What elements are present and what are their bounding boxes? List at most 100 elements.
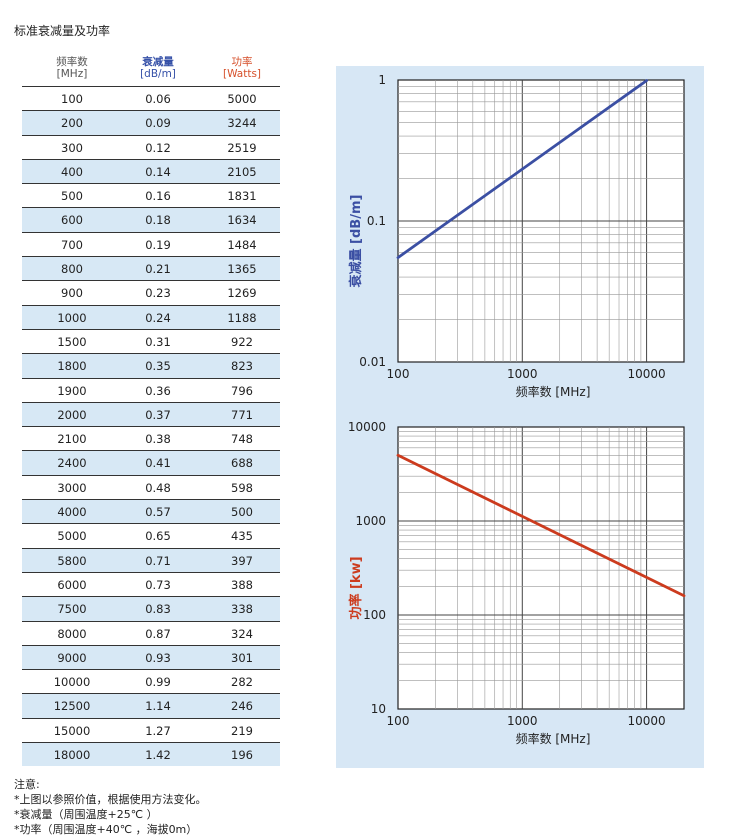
table-row: 500 0.16 1831	[22, 183, 280, 207]
cell-power: 688	[231, 456, 253, 471]
cell-attenuation: 0.57	[145, 505, 171, 520]
table-row: 2400 0.41 688	[22, 450, 280, 475]
table-row: 1800 0.35 823	[22, 353, 280, 378]
cell-power: 823	[231, 359, 253, 374]
series-line	[396, 453, 686, 598]
cell-power: 598	[231, 480, 253, 495]
cell-power: 1269	[227, 286, 257, 301]
cell-frequency: 12500	[53, 699, 91, 714]
cell-frequency: 18000	[53, 748, 91, 763]
cell-frequency: 5800	[57, 553, 87, 568]
y-tick-label: 10	[371, 702, 386, 716]
y-axis-label: 衰减量 [dB/m]	[348, 195, 364, 289]
cell-frequency: 3000	[57, 480, 87, 495]
cell-attenuation: 0.65	[145, 529, 171, 544]
y-tick-label: 100	[363, 608, 386, 622]
cell-attenuation: 0.35	[145, 359, 171, 374]
cell-frequency: 10000	[53, 675, 91, 690]
cell-power: 1634	[227, 213, 257, 228]
table-row: 8000 0.87 324	[22, 620, 280, 645]
cell-attenuation: 0.21	[145, 262, 171, 277]
cell-power: 324	[231, 626, 253, 641]
note-line: *衰减量（周围温度+25℃ ）	[14, 808, 158, 821]
cell-power: 246	[231, 699, 253, 714]
cell-power: 5000	[227, 92, 257, 106]
cell-power: 771	[231, 407, 253, 422]
cell-attenuation: 0.09	[145, 116, 171, 131]
cell-power: 3244	[227, 116, 257, 131]
table-row: 700 0.19 1484	[22, 231, 280, 256]
cell-power: 196	[231, 748, 253, 763]
cell-frequency: 15000	[53, 723, 91, 738]
cell-power: 301	[231, 650, 253, 665]
cell-frequency: 2000	[57, 407, 87, 422]
x-axis-label: 频率数 [MHz]	[516, 731, 591, 746]
y-tick-label: 1000	[355, 514, 386, 528]
cell-power: 1484	[227, 237, 257, 252]
cell-frequency: 1800	[57, 359, 87, 374]
cell-frequency: 1900	[57, 383, 87, 398]
cell-frequency: 100	[61, 92, 83, 106]
cell-power: 435	[231, 529, 253, 544]
header-power-unit: [Watts]	[222, 68, 262, 80]
cell-power: 2519	[227, 140, 257, 155]
x-tick-label: 10000	[627, 367, 665, 381]
table-row: 1500 0.31 922	[22, 328, 280, 353]
cell-power: 1188	[227, 310, 257, 325]
cell-power: 338	[231, 602, 253, 617]
cell-attenuation: 0.31	[145, 334, 171, 349]
table-row: 12500 1.14 246	[22, 693, 280, 718]
cell-attenuation: 0.41	[145, 456, 171, 471]
cell-frequency: 7500	[57, 602, 87, 617]
header-frequency-unit: [MHz]	[56, 68, 88, 80]
cell-attenuation: 0.12	[145, 140, 171, 155]
cell-attenuation: 1.27	[145, 723, 171, 738]
table-row: 1000 0.24 1188	[22, 304, 280, 329]
table-row: 800 0.21 1365	[22, 256, 280, 281]
cell-attenuation: 0.24	[145, 310, 171, 325]
x-tick-label: 100	[387, 367, 410, 381]
cell-power: 397	[231, 553, 253, 568]
cell-frequency: 4000	[57, 505, 87, 520]
header-attenuation-label: 衰减量	[142, 56, 174, 68]
notes: 注意: *上图以参照价值，根据使用方法变化。 *衰减量（周围温度+25℃ ） *…	[14, 777, 207, 837]
plot-area	[397, 426, 685, 710]
table-row: 100 0.06 5000	[22, 86, 280, 110]
header-attenuation-unit: [dB/m]	[140, 68, 176, 80]
table-row: 600 0.18 1634	[22, 207, 280, 232]
header-power-label: 功率	[231, 56, 253, 68]
cell-attenuation: 0.73	[145, 577, 171, 592]
table-row: 5800 0.71 397	[22, 547, 280, 572]
cell-frequency: 800	[61, 262, 83, 277]
header-attenuation: 衰减量 [dB/m]	[118, 56, 198, 80]
table-row: 2000 0.37 771	[22, 401, 280, 427]
table-row: 15000 1.27 219	[22, 717, 280, 742]
cell-frequency: 600	[61, 213, 83, 228]
cell-attenuation: 0.83	[145, 602, 171, 617]
cell-attenuation: 0.71	[145, 553, 171, 568]
cell-attenuation: 0.99	[145, 675, 171, 690]
y-axis-label: 功率 [kw]	[348, 556, 364, 619]
table-row: 900 0.23 1269	[22, 280, 280, 304]
header-frequency: 频率数 [MHz]	[32, 56, 112, 80]
series-line	[396, 79, 648, 260]
cell-power: 500	[231, 505, 253, 520]
note-heading: 注意:	[14, 778, 40, 791]
cell-attenuation: 0.16	[145, 189, 171, 204]
cell-attenuation: 0.48	[145, 480, 171, 495]
cell-power: 1365	[227, 262, 257, 277]
cell-attenuation: 0.37	[145, 407, 171, 422]
cell-attenuation: 0.19	[145, 237, 171, 252]
cell-power: 1831	[227, 189, 257, 204]
x-tick-label: 100	[387, 714, 410, 728]
table-row: 18000 1.42 196	[22, 742, 280, 767]
x-tick-label: 10000	[627, 714, 665, 728]
table-row: 5000 0.65 435	[22, 523, 280, 547]
cell-attenuation: 0.18	[145, 213, 171, 228]
cell-attenuation: 0.06	[145, 92, 171, 106]
header-power: 功率 [Watts]	[202, 56, 282, 80]
cell-frequency: 300	[61, 140, 83, 155]
table-row: 7500 0.83 338	[22, 596, 280, 621]
x-tick-label: 1000	[507, 714, 538, 728]
